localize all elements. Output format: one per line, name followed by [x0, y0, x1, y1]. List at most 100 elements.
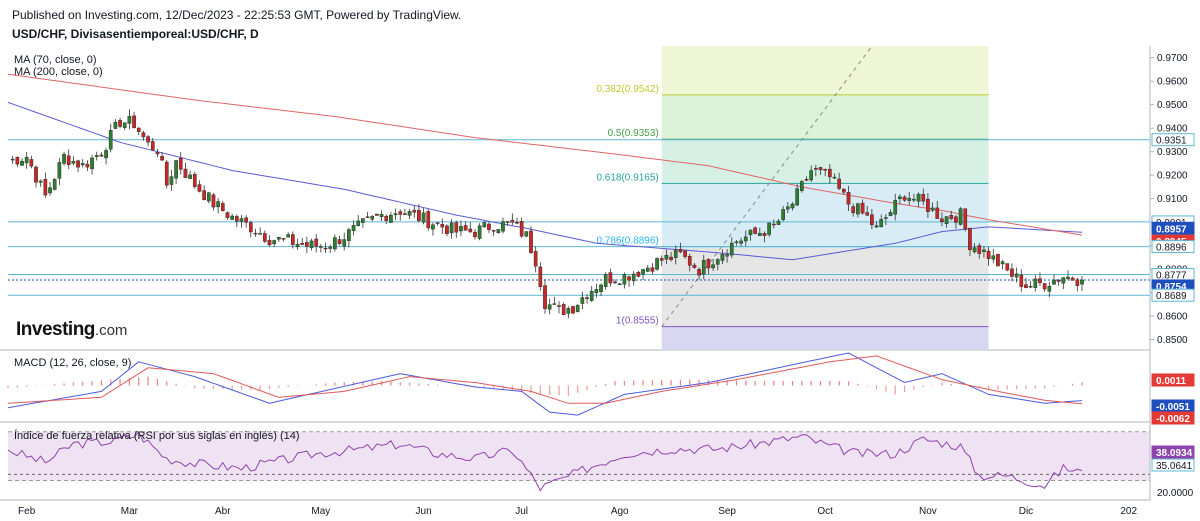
candle-down [935, 207, 940, 219]
candle-down [814, 168, 818, 170]
candle-down [155, 152, 160, 155]
fib-level-label: 0.382(0.9542) [596, 84, 658, 95]
candle-up [216, 201, 220, 208]
candle-down [412, 209, 417, 213]
candle-down [468, 228, 473, 233]
candle-up [552, 303, 557, 305]
candle-down [505, 221, 510, 223]
time-axis-label: Sep [718, 506, 736, 517]
candle-down [986, 250, 991, 260]
candle-down [225, 212, 230, 218]
candle-up [799, 181, 804, 191]
fib-level-label: 1(0.8555) [616, 316, 659, 327]
time-axis-label: May [311, 506, 330, 517]
ma200-line [7, 73, 1083, 236]
candle-up [645, 267, 650, 272]
candle-up [916, 193, 921, 202]
candle-down [160, 156, 164, 161]
candle-down [1042, 283, 1047, 290]
ma70-line [7, 101, 1083, 261]
time-axis-label: Abr [215, 506, 231, 517]
candle-down [445, 225, 449, 235]
candle-down [267, 239, 272, 246]
candle-down [337, 239, 342, 244]
candle-up [57, 162, 62, 179]
candle-up [547, 304, 552, 310]
rsi-value-label-box [1151, 445, 1195, 459]
candle-down [66, 155, 71, 165]
candle-up [1033, 278, 1038, 289]
candle-up [459, 226, 463, 232]
candle-up [449, 222, 454, 234]
candle-down [178, 157, 183, 170]
price-label: 0.8777 [1156, 271, 1187, 282]
candle-up [351, 225, 356, 231]
candle-up [286, 234, 291, 238]
candle-down [305, 242, 309, 247]
candle-down [150, 141, 155, 151]
candle-up [832, 176, 837, 179]
time-axis-label: Dic [1019, 506, 1033, 517]
candle-up [673, 249, 678, 258]
rsi-axis-tick-label: 20.0000 [1157, 488, 1194, 499]
candle-down [529, 230, 533, 253]
candle-up [48, 187, 52, 194]
candle-down [435, 222, 440, 224]
candle-up [785, 206, 790, 210]
candle-up [342, 239, 347, 247]
candle-down [683, 250, 687, 257]
candle-down [678, 249, 683, 253]
candle-down [557, 305, 561, 307]
fib-level-label: 0.618(0.9165) [596, 172, 658, 183]
candle-down [921, 194, 926, 202]
price-label: 0.8896 [1156, 243, 1187, 254]
candle-down [1005, 263, 1010, 271]
candle-up [407, 211, 412, 216]
macd-title: MACD (12, 26, close, 9) [14, 357, 132, 369]
time-axis-label: Ago [611, 506, 629, 517]
candle-down [146, 136, 150, 143]
candle-up [62, 153, 66, 164]
candle-up [972, 247, 977, 253]
candle-down [697, 269, 701, 276]
candle-up [739, 240, 743, 244]
candle-down [487, 223, 491, 230]
candle-up [127, 116, 132, 124]
candle-down [1075, 279, 1080, 286]
candle-down [585, 297, 589, 299]
macd-pane [7, 352, 1083, 416]
candle-down [211, 194, 216, 208]
rsi-title: Índice de fuerza relativa (RSI por sus s… [14, 430, 300, 442]
candle-down [473, 231, 477, 238]
candle-up [991, 255, 996, 260]
macd-line [7, 352, 1083, 416]
candle-down [771, 223, 776, 226]
candle-up [356, 220, 361, 227]
symbol-title: USD/CHF, Divisasentiemporeal:USD/CHF, D [12, 27, 259, 41]
time-axis-label: Nov [919, 506, 937, 517]
candle-up [104, 150, 108, 159]
candle-down [860, 202, 865, 214]
candle-up [52, 179, 57, 190]
candle-down [202, 190, 206, 201]
time-axis-label: Oct [817, 506, 833, 517]
candle-down [627, 276, 631, 281]
time-axis-label: Jun [416, 506, 432, 517]
candle-up [258, 233, 262, 235]
macd-value-label: -0.0051 [1156, 402, 1190, 413]
candle-up [24, 156, 29, 164]
candle-up [328, 246, 333, 249]
candle-down [659, 258, 664, 261]
candle-down [1056, 279, 1061, 282]
candle-up [169, 176, 174, 185]
price-label-box [1151, 288, 1195, 302]
candle-up [781, 209, 785, 220]
candle-down [365, 216, 370, 218]
candle-up [856, 203, 860, 215]
candle-up [38, 180, 43, 183]
candle-up [90, 157, 94, 170]
candle-up [389, 215, 393, 223]
fib-zone [661, 183, 989, 247]
candle-up [912, 198, 916, 201]
candle-down [865, 212, 870, 216]
